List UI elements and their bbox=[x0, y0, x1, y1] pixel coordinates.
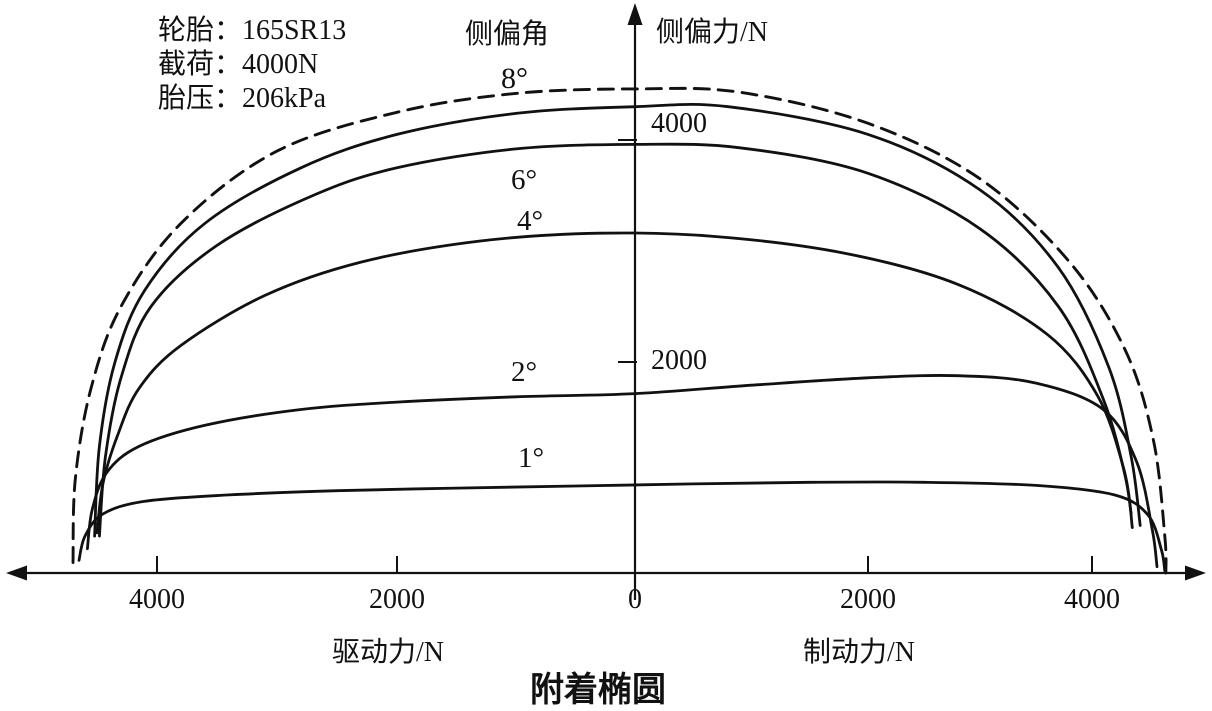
y-tick-label-4000: 4000 bbox=[651, 108, 707, 139]
curves-layer bbox=[71, 86, 1168, 575]
y-tick-label-2000: 2000 bbox=[651, 345, 707, 376]
slip-angle-curve-8deg bbox=[93, 102, 1142, 538]
slip-angle-curve-6deg bbox=[98, 142, 1134, 538]
x-axis-right-title: 制动力/N bbox=[803, 637, 916, 668]
friction-ellipse-boundary-curve bbox=[71, 86, 1168, 575]
curve-label-8deg: 8° bbox=[501, 62, 528, 95]
x-tick-label-brake-4000: 4000 bbox=[1064, 584, 1120, 615]
curve-label-1deg: 1° bbox=[518, 442, 545, 474]
curve-label-2deg: 2° bbox=[511, 356, 538, 388]
slip-angle-curve-1deg bbox=[77, 480, 1167, 573]
slip-angle-header: 侧偏角 bbox=[465, 19, 550, 50]
curve-label-4deg: 4° bbox=[517, 205, 544, 237]
figure-caption: 附着椭圆 bbox=[530, 672, 666, 709]
x-tick-label-zero: 0 bbox=[628, 584, 642, 615]
curve-label-6deg: 6° bbox=[511, 164, 538, 196]
y-axis-top-arrowhead-icon bbox=[627, 3, 643, 25]
slip-angle-curve-4deg bbox=[95, 231, 1133, 535]
x-axis-left-arrowhead-icon bbox=[6, 565, 27, 581]
x-tick-label-brake-2000: 2000 bbox=[840, 584, 896, 615]
x-tick-label-drive-2000: 2000 bbox=[369, 584, 425, 615]
tire-info-line: 轮胎：165SR13 bbox=[158, 15, 347, 46]
x-tick-label-drive-4000: 4000 bbox=[129, 584, 185, 615]
x-axis-left-title: 驱动力/N bbox=[332, 637, 445, 668]
pressure-info-line: 胎压：206kPa bbox=[158, 83, 327, 114]
y-axis-title: 侧偏力/N bbox=[656, 17, 769, 48]
x-axis-right-arrowhead-icon bbox=[1185, 565, 1206, 581]
ticks-layer bbox=[156, 139, 1093, 573]
load-info-line: 截荷：4000N bbox=[158, 49, 319, 80]
slip-angle-curve-2deg bbox=[86, 374, 1159, 569]
